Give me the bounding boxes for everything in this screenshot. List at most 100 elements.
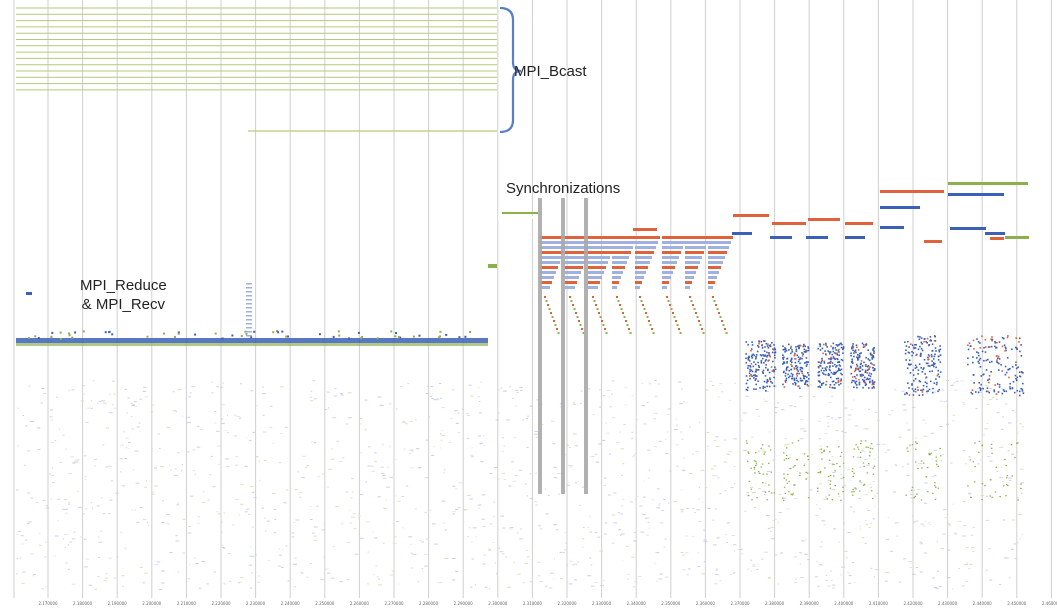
noise-dot	[71, 583, 76, 585]
noise-dot	[250, 587, 253, 589]
event-dot	[839, 455, 842, 457]
event-dot	[765, 358, 767, 361]
event-dot	[747, 365, 749, 367]
event-bar	[612, 276, 621, 279]
event-dot	[852, 488, 854, 491]
noise-dot	[249, 555, 254, 557]
event-dot	[799, 377, 802, 380]
noise-dot	[603, 579, 605, 581]
noise-dot	[192, 469, 195, 471]
event-dot	[793, 484, 795, 486]
noise-dot	[64, 508, 68, 510]
noise-dot	[483, 526, 486, 527]
reduce-spike	[348, 337, 350, 340]
noise-dot	[63, 499, 68, 501]
noise-dot	[834, 419, 838, 420]
event-dot	[829, 351, 832, 353]
event-dot	[783, 361, 785, 363]
noise-dot	[454, 410, 458, 412]
noise-dot	[763, 398, 765, 400]
noise-dot	[566, 444, 569, 446]
noise-dot	[191, 386, 196, 388]
event-dot	[915, 366, 918, 369]
noise-dot	[769, 412, 771, 414]
event-dot	[785, 349, 788, 352]
event-dot	[807, 346, 809, 348]
noise-dot	[161, 582, 165, 584]
event-dot	[917, 389, 919, 391]
event-bar	[540, 276, 554, 279]
noise-dot	[255, 405, 258, 407]
noise-dot	[92, 380, 95, 382]
reduce-spike	[394, 335, 397, 338]
noise-dot	[648, 382, 651, 384]
noise-dot	[636, 419, 639, 421]
noise-dot	[833, 528, 837, 530]
tick-label: 2.180000	[73, 601, 93, 606]
event-dot	[747, 386, 749, 389]
noise-dot	[427, 385, 429, 387]
noise-dot	[893, 491, 896, 493]
noise-dot	[273, 508, 277, 510]
noise-dot	[682, 554, 685, 556]
event-dot	[972, 356, 974, 358]
event-dot	[766, 354, 769, 357]
tick-label: 2.230000	[246, 601, 266, 606]
event-dot	[991, 336, 993, 338]
event-dot	[763, 453, 765, 455]
noise-dot	[330, 458, 335, 460]
noise-dot	[821, 541, 823, 543]
noise-dot	[691, 535, 694, 537]
noise-dot	[113, 577, 116, 579]
event-dot	[755, 354, 758, 356]
event-dot	[760, 466, 763, 468]
noise-dot	[143, 518, 147, 520]
event-dot	[759, 387, 761, 389]
event-dot	[858, 378, 860, 381]
noise-dot	[508, 528, 513, 530]
event-dot	[831, 362, 834, 364]
event-bar	[565, 271, 581, 274]
noise-dot	[323, 523, 325, 525]
noise-dot	[717, 396, 720, 398]
event-dot	[1009, 367, 1011, 370]
noise-dot	[987, 456, 992, 458]
event-bar	[565, 276, 579, 279]
event-dot	[819, 345, 822, 347]
noise-dot	[223, 548, 226, 549]
event-bar	[612, 246, 633, 249]
event-dot	[804, 350, 806, 353]
event-dot	[828, 475, 830, 477]
event-dot	[859, 375, 862, 377]
event-dot	[972, 361, 974, 364]
event-dot	[996, 383, 999, 385]
noise-dot	[946, 423, 949, 425]
event-dot	[828, 459, 831, 461]
event-dot	[784, 492, 786, 494]
noise-dot	[702, 501, 704, 503]
noise-dot	[107, 465, 112, 467]
event-dot	[938, 376, 941, 378]
event-dot	[807, 347, 810, 350]
event-dot	[798, 372, 800, 375]
noise-dot	[157, 433, 160, 435]
noise-dot	[795, 578, 797, 580]
event-dot	[873, 465, 876, 467]
noise-dot	[43, 392, 47, 394]
noise-dot	[774, 518, 777, 520]
noise-dot	[1021, 534, 1024, 536]
noise-dot	[874, 569, 878, 571]
noise-dot	[72, 462, 76, 464]
event-dot	[841, 359, 844, 362]
noise-dot	[903, 558, 907, 560]
noise-dot	[272, 493, 276, 494]
event-dot	[828, 351, 831, 353]
event-dot	[796, 375, 798, 377]
noise-dot	[903, 409, 907, 411]
event-dot	[805, 361, 807, 364]
noise-dot	[235, 464, 238, 466]
event-dot	[799, 357, 802, 359]
noise-dot	[181, 470, 183, 472]
event-dot	[867, 365, 870, 367]
noise-dot	[730, 487, 734, 489]
